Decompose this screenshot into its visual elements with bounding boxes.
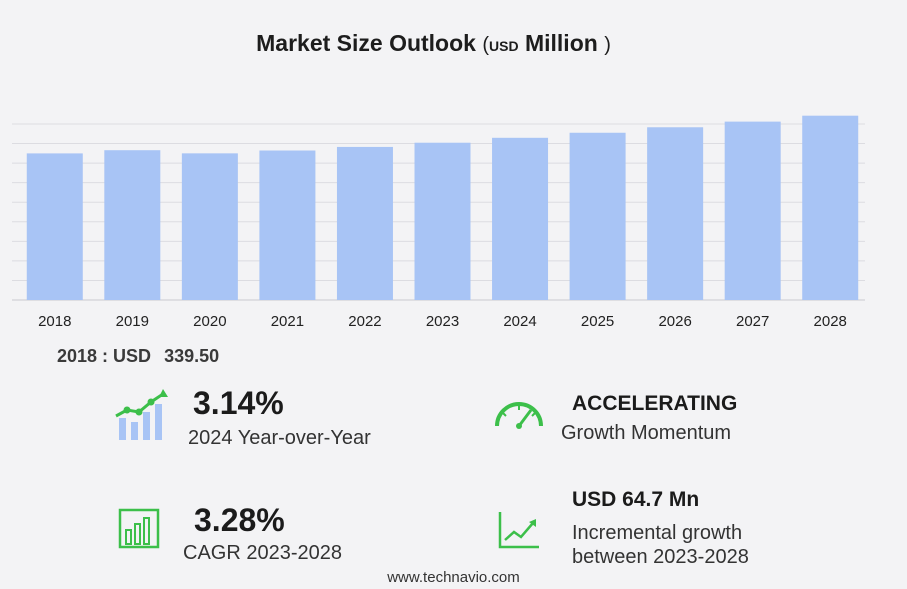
start-value-number: 339.50 — [164, 346, 220, 366]
title-paren-close: ) — [604, 34, 611, 56]
x-tick-label: 2021 — [271, 313, 304, 330]
growth-bars-icon — [115, 389, 168, 440]
x-tick-label: 2023 — [426, 313, 459, 330]
momentum-label: Growth Momentum — [561, 422, 732, 444]
x-tick-label: 2020 — [193, 313, 226, 330]
yoy-label: 2024 Year-over-Year — [188, 427, 371, 449]
speedometer-icon — [495, 402, 543, 429]
bar-2027 — [724, 121, 781, 300]
bar-2019 — [104, 150, 161, 300]
chart-title: Market Size Outlook (USD Million ) — [0, 30, 867, 57]
bar-2021 — [259, 150, 316, 300]
x-tick-label: 2024 — [503, 313, 536, 330]
bar-2022 — [336, 146, 393, 300]
x-tick-label: 2018 — [38, 313, 71, 330]
cagr-value: 3.28% — [194, 502, 285, 538]
trend-line-icon — [498, 512, 539, 549]
yoy-metric: 3.14% — [193, 385, 284, 422]
momentum-metric: ACCELERATING — [572, 392, 737, 416]
bar-2024 — [492, 137, 549, 300]
bar-2025 — [569, 132, 626, 300]
start-value: 2018 : USD 339.50 — [57, 346, 219, 367]
incremental-label-line1: Incremental growth — [572, 522, 743, 544]
title-text: Market Size Outlook — [256, 30, 476, 56]
bar-2028 — [802, 115, 859, 300]
cagr-metric: 3.28% — [194, 502, 285, 539]
x-tick-label: 2025 — [581, 313, 614, 330]
footer-url: www.technavio.com — [387, 569, 520, 586]
incremental-label-wrap: Incremental growth between 2023-2028 — [572, 521, 749, 569]
bar-chart: 2018 2019 2020 2021 2022 2023 2024 2025 2026 2027… — [12, 115, 865, 330]
bar-2026 — [647, 127, 704, 300]
bar-chart-icon — [118, 508, 160, 549]
x-tick-label: 2019 — [116, 313, 149, 330]
incremental-value: USD 64.7 Mn — [572, 488, 700, 511]
cagr-label: CAGR 2023-2028 — [183, 542, 342, 564]
momentum-value: ACCELERATING — [572, 392, 738, 415]
incremental-metric: USD 64.7 Mn — [572, 488, 699, 512]
bar-2023 — [414, 142, 471, 300]
cagr-label-wrap: CAGR 2023-2028 — [183, 542, 342, 565]
x-tick-label: 2026 — [658, 313, 691, 330]
title-paren-open: ( — [482, 34, 490, 56]
momentum-label-wrap: Growth Momentum — [561, 422, 731, 445]
bar-2020 — [181, 153, 238, 300]
bar-2018 — [26, 153, 83, 300]
x-tick-label: 2028 — [814, 313, 847, 330]
yoy-label-wrap: 2024 Year-over-Year — [188, 427, 371, 450]
title-unit-label: Million — [524, 30, 598, 56]
x-tick-label: 2022 — [348, 313, 381, 330]
x-tick-label: 2027 — [736, 313, 769, 330]
incremental-label-line2: between 2023-2028 — [572, 546, 749, 568]
title-unit: USD — [489, 38, 519, 54]
start-value-label: 2018 : USD — [57, 346, 152, 366]
yoy-value: 3.14% — [193, 385, 284, 421]
